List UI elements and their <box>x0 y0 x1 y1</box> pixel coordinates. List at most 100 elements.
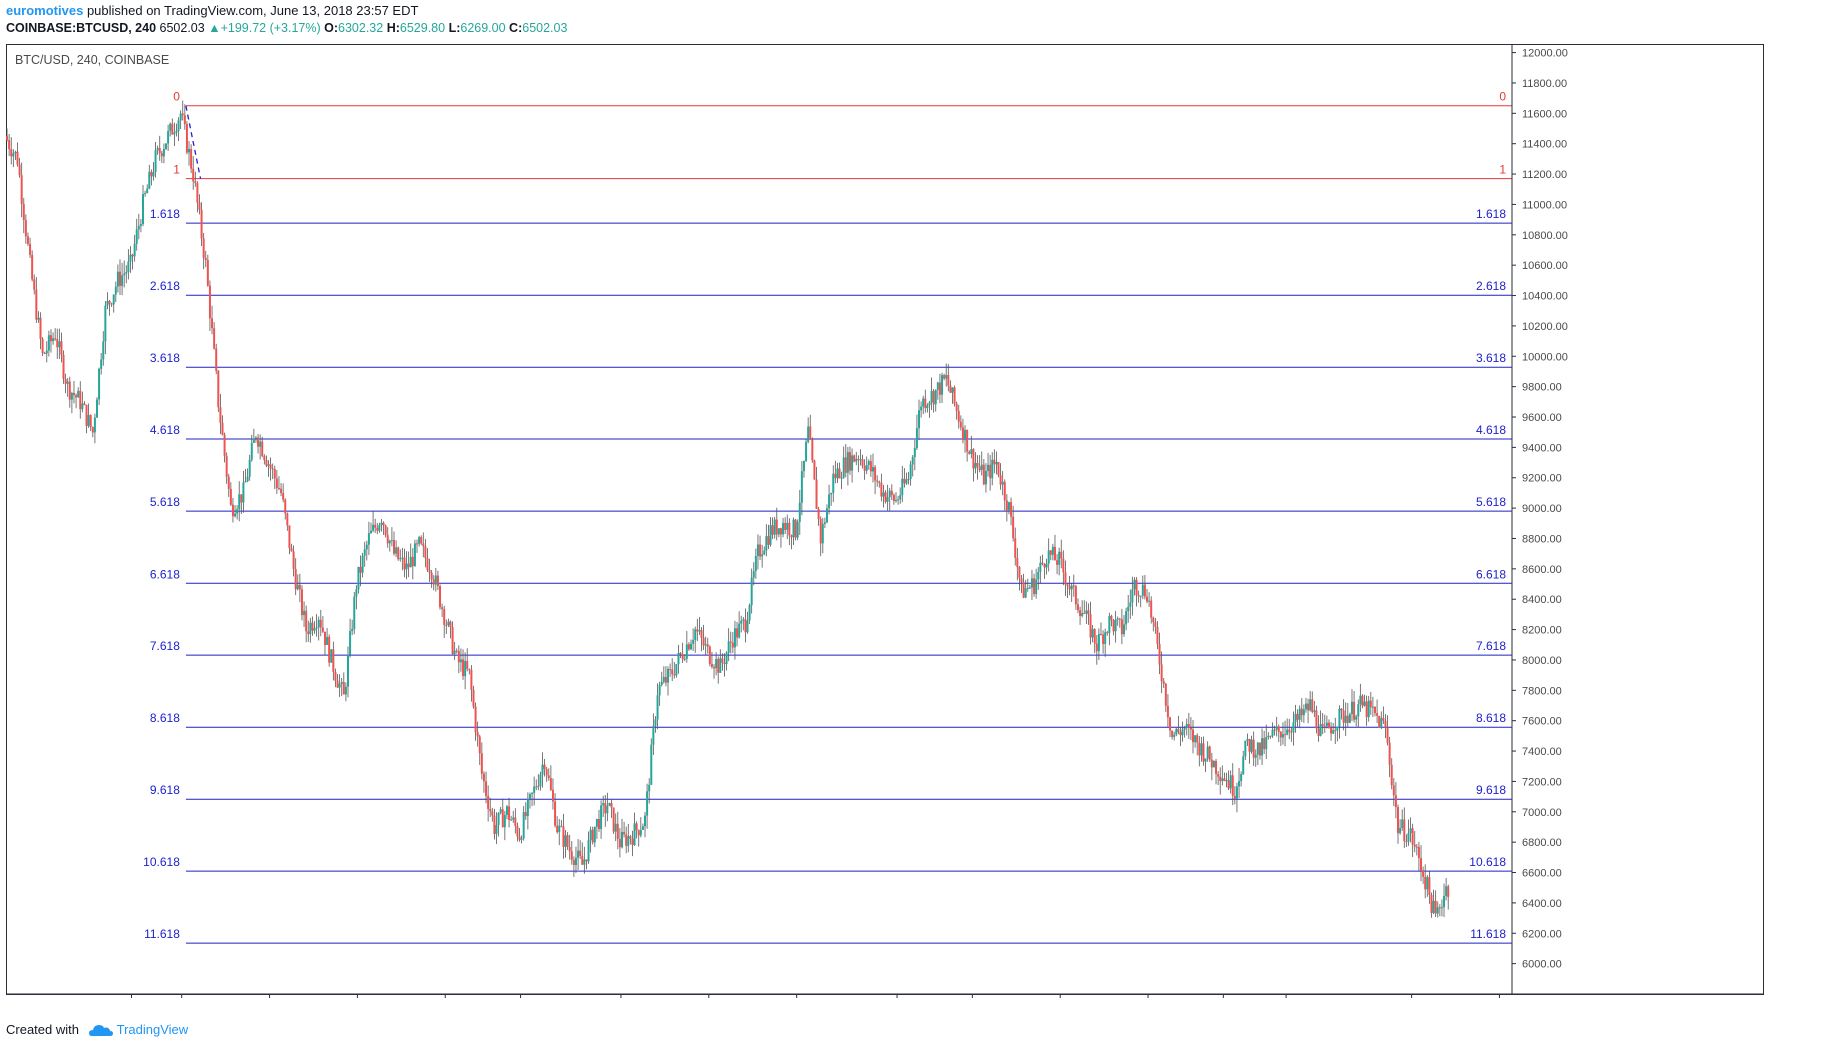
candle-down <box>508 806 511 821</box>
tradingview-link[interactable]: TradingView <box>116 1022 189 1037</box>
candle-up <box>763 550 766 555</box>
candle-up <box>589 829 592 841</box>
candle-up <box>154 150 157 173</box>
candle-down <box>775 519 778 535</box>
candle-down <box>110 303 113 305</box>
candle-up <box>1265 737 1268 750</box>
publish-line: euromotives published on TradingView.com… <box>6 3 418 18</box>
candle-down <box>1187 724 1190 728</box>
y-tick-label: 11600.00 <box>1522 108 1567 120</box>
candle-up <box>583 859 586 865</box>
candle-down <box>229 488 232 505</box>
candle-up <box>1030 578 1033 588</box>
candle-up <box>1440 907 1443 909</box>
candle-down <box>1342 710 1345 723</box>
candle-up <box>503 814 506 828</box>
candle-up <box>367 533 370 545</box>
candle-up <box>522 812 525 839</box>
candle-down <box>217 370 220 408</box>
candle-up <box>70 392 73 400</box>
candle-down <box>612 807 615 832</box>
candle-up <box>372 524 375 531</box>
candle-up <box>830 492 833 495</box>
candle-down <box>1447 886 1450 898</box>
candle-down <box>307 631 310 635</box>
candle-down <box>514 817 517 827</box>
candle-up <box>104 305 107 342</box>
candle-down <box>579 850 582 856</box>
candle-up <box>1238 781 1241 787</box>
candle-up <box>349 631 352 655</box>
candle-down <box>1189 727 1192 730</box>
y-tick-label: 12000.00 <box>1522 48 1568 60</box>
candle-up <box>1108 615 1111 633</box>
y-tick-label: 11000.00 <box>1522 199 1567 211</box>
candle-down <box>487 795 490 809</box>
candle-up <box>52 338 55 342</box>
candle-up <box>805 441 808 461</box>
candle-up <box>520 838 523 840</box>
candle-down <box>706 644 709 647</box>
candle-up <box>112 294 115 305</box>
candle-down <box>89 415 92 428</box>
last-price: 6502.03 <box>159 21 205 35</box>
candle-down <box>91 427 94 433</box>
candle-up <box>1298 708 1301 720</box>
candle-down <box>430 572 433 580</box>
candle-down <box>416 543 419 545</box>
candle-up <box>1235 786 1238 799</box>
candle-up <box>121 275 124 286</box>
candle-up <box>156 148 159 151</box>
candle-up <box>587 840 590 862</box>
candle-down <box>629 836 632 839</box>
candle-up <box>654 719 657 726</box>
candle-down <box>206 259 209 286</box>
candle-down <box>1177 728 1180 732</box>
candle-down <box>811 439 814 461</box>
candle-up <box>606 805 609 814</box>
candle-down <box>451 627 454 654</box>
candle-down <box>924 398 927 409</box>
candle-down <box>819 519 822 544</box>
candle-down <box>890 490 893 495</box>
candle-down <box>1288 729 1291 732</box>
candle-down <box>554 801 557 826</box>
candle-down <box>1099 633 1102 635</box>
high-label: H: <box>386 21 400 35</box>
author-link[interactable]: euromotives <box>6 3 84 18</box>
fib-level-label-right: 1 <box>1499 163 1506 177</box>
candle-up <box>901 478 904 496</box>
y-tick-label: 7800.00 <box>1522 685 1562 697</box>
candle-up <box>1407 833 1410 842</box>
candle-up <box>533 786 536 793</box>
candle-up <box>355 589 358 597</box>
candle-up <box>1028 587 1031 589</box>
candle-up <box>1070 585 1073 590</box>
candle-up <box>644 815 647 827</box>
candle-down <box>219 407 222 423</box>
chart-frame[interactable] <box>6 44 1764 995</box>
candle-down <box>708 646 711 664</box>
y-tick-label: 9200.00 <box>1522 473 1562 485</box>
candle-down <box>160 153 163 157</box>
candle-down <box>1118 618 1121 620</box>
candle-down <box>462 659 465 677</box>
y-tick-label: 11400.00 <box>1522 139 1567 151</box>
candle-up <box>66 381 69 384</box>
candle-up <box>1185 724 1188 728</box>
candle-down <box>1068 585 1071 590</box>
candle-down <box>817 508 820 520</box>
candle-down <box>280 488 283 494</box>
candle-up <box>1024 588 1027 598</box>
candle-down <box>386 535 389 544</box>
candle-up <box>135 229 138 244</box>
candle-up <box>133 243 136 257</box>
fib-level-label-left: 1.618 <box>150 207 180 221</box>
candle-down <box>290 548 293 552</box>
candle-up <box>1294 713 1297 723</box>
candle-up <box>773 519 776 535</box>
candle-down <box>572 859 575 866</box>
candle-up <box>1045 563 1048 568</box>
candle-up <box>47 335 50 351</box>
